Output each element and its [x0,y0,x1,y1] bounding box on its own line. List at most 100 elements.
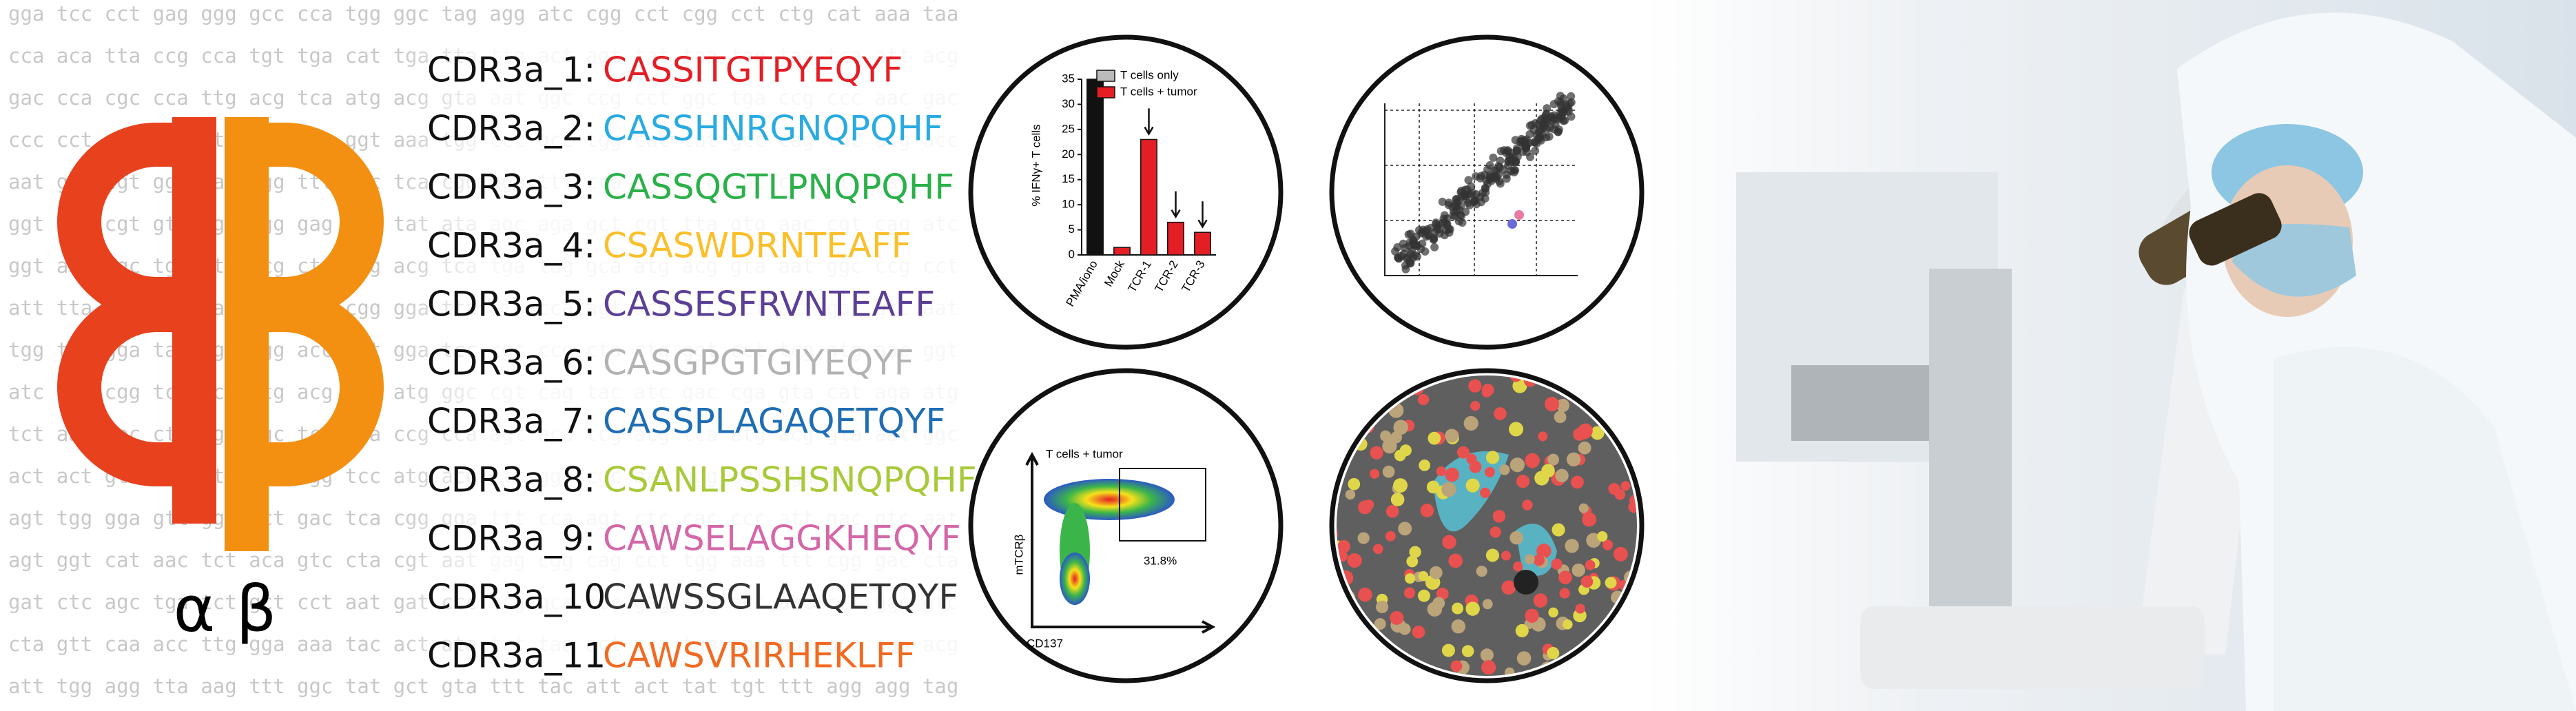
cell [1482,599,1493,610]
dot [1557,111,1566,120]
dot [1409,236,1418,245]
cell [1436,588,1449,600]
cell [1375,600,1389,614]
cell [1374,618,1386,630]
cell [1442,535,1456,549]
cell [1403,587,1416,599]
dot [1563,103,1572,112]
dot [1518,147,1527,156]
dot [1401,243,1410,252]
cell [1509,530,1523,545]
y-tick-label: 35 [1062,72,1075,85]
cell [1427,601,1443,617]
cell [1385,505,1399,518]
cell [1525,453,1540,468]
cell [1620,481,1631,491]
cell [1441,482,1456,497]
cell [1426,480,1440,494]
cell [1419,460,1431,471]
cell [1409,546,1421,558]
cell [1463,415,1478,431]
logo [57,117,384,551]
cell [1382,465,1395,478]
cell [1593,646,1607,659]
cell [1468,379,1482,393]
dot [1530,138,1539,147]
cell [1492,510,1506,523]
legend-swatch [1096,86,1115,99]
dot [1456,188,1465,197]
y-tick-label: 10 [1062,198,1075,211]
cell [1576,424,1592,440]
dot [1442,220,1451,229]
cell [1541,464,1555,478]
cell [1603,409,1614,420]
cell [1353,398,1366,411]
gate [1119,468,1206,542]
cdr3-sequence: CASSESFRVNTEAFF [603,285,935,324]
cell [1515,624,1529,638]
dot [1489,153,1498,162]
bar [1194,231,1211,256]
density [1060,553,1090,605]
cell [1590,652,1603,665]
cell [1508,422,1524,437]
cell [1469,460,1482,473]
cdr3-sequence: CASSITGTPYEQYF [603,50,903,90]
cell [1490,526,1501,538]
cell [1345,489,1356,500]
dot [1421,227,1430,236]
cell [1390,493,1405,506]
dot [1416,245,1425,254]
dot [1486,173,1495,182]
cdr3-label: CDR3a_9: [427,519,595,559]
legend-label: T cells only [1120,68,1179,81]
cell [1372,544,1383,555]
cell [1358,587,1372,602]
dot [1545,132,1554,141]
dot [1538,121,1547,130]
dot [1445,198,1454,207]
cdr3-sequence: CAWSELAGGKHEQYF [603,519,961,559]
cell [1420,504,1434,517]
cell [1629,624,1637,639]
dot [1551,120,1560,129]
cell [1337,621,1352,637]
axes [1384,103,1578,276]
dot [1450,212,1459,220]
cell [1613,546,1628,561]
cell [1547,647,1560,660]
cell [1363,499,1374,510]
cell [1509,457,1525,473]
cdr3-sequence: CAWSSGLAAQETQYF [603,577,958,617]
cell [1465,478,1480,493]
cell [1357,532,1370,544]
bar [1140,138,1157,256]
cell [1602,539,1614,550]
arrow [1171,191,1181,219]
cell [1445,467,1459,482]
cell [1337,437,1346,451]
cell [1352,625,1364,637]
cell [1450,660,1463,672]
cell [1558,570,1572,585]
cell [1559,588,1570,599]
y-tick-label: 15 [1062,172,1075,185]
dot [1522,135,1531,144]
cell [1405,573,1416,584]
cell [1480,648,1494,662]
cell [1623,642,1637,657]
dot [1438,197,1447,206]
cell [1631,431,1637,443]
cell [1448,553,1463,568]
cell [1481,659,1496,675]
cell [1353,401,1367,415]
cell [1603,639,1616,652]
cdr3-label: CDR3a_3: [427,167,595,207]
cdr3-sequence: CASSQGTLPNQPQHF [603,167,954,207]
cell [1533,554,1545,566]
dot [1472,200,1481,209]
dot [1509,168,1518,177]
cell [1512,561,1523,572]
